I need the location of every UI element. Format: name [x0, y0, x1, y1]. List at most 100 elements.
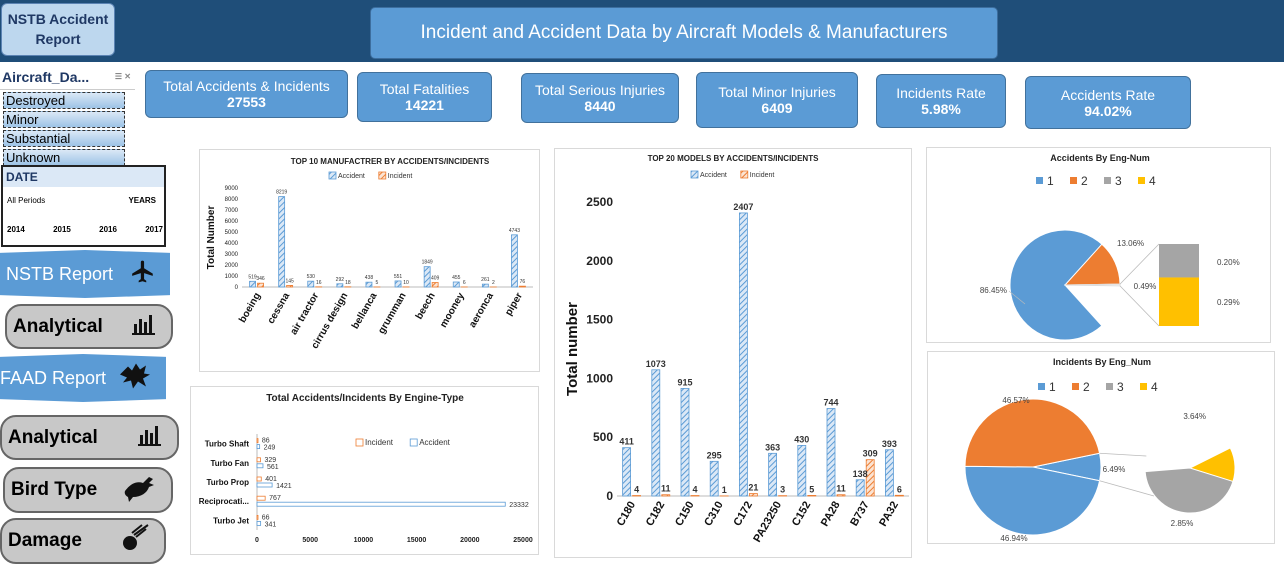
- legend-label: Accident: [419, 438, 450, 447]
- bird-type-button[interactable]: Bird Type: [3, 467, 173, 513]
- bar-accident: [256, 501, 506, 507]
- data-label: 3.64%: [1183, 412, 1206, 421]
- timeline-year[interactable]: 2017: [145, 225, 163, 234]
- legend-label: 1: [1047, 174, 1054, 188]
- legend-swatch: [1104, 177, 1111, 184]
- slicer-item-unknown[interactable]: Unknown: [3, 149, 125, 166]
- kpi-serious-injuries: Total Serious Injuries 8440: [521, 73, 679, 123]
- x-tick-label: bellanca: [350, 291, 380, 332]
- nstb-report-button[interactable]: NSTB Report: [0, 250, 170, 298]
- y-tick-label: 1000: [586, 371, 613, 385]
- x-tick-label: piper: [503, 291, 525, 318]
- aircraft-damage-slicer: Aircraft_Da... ☰ ✕ Destroyed Minor Subst…: [0, 66, 135, 166]
- data-label-accident: 249: [264, 445, 276, 452]
- bar-accident: [738, 212, 748, 497]
- bar-chart-icon: [131, 312, 157, 342]
- bar-chart-icon: [137, 423, 163, 453]
- damage-button[interactable]: Damage: [0, 518, 166, 564]
- bar-incident: [256, 476, 262, 482]
- data-label-incident: 346: [256, 276, 265, 282]
- kpi-label: Total Fatalities: [379, 81, 470, 97]
- y-tick-label: Turbo Jet: [213, 516, 249, 525]
- bar-accident: [452, 281, 460, 288]
- y-tick-label: 7000: [225, 208, 239, 214]
- x-tick-label: 20000: [460, 537, 480, 544]
- data-label-accident: 292: [336, 277, 345, 283]
- bar-incident: [836, 494, 846, 497]
- bar-incident: [256, 457, 261, 463]
- y-tick-label: 2000: [586, 254, 613, 268]
- data-label-incident: 76: [520, 279, 526, 285]
- data-label: 13.06%: [1117, 239, 1144, 248]
- chart-top-models: TOP 20 MODELS BY ACCIDENTS/INCIDENTS Acci…: [554, 148, 912, 558]
- slicer-item-minor[interactable]: Minor: [3, 111, 125, 128]
- nav-label: Damage: [8, 530, 82, 551]
- legend-swatch: [355, 438, 364, 447]
- kpi-minor-injuries: Total Minor Injuries 6409: [696, 72, 858, 128]
- data-label-incident: 1: [722, 485, 727, 495]
- timeline-year[interactable]: 2016: [99, 225, 117, 234]
- multi-select-icon[interactable]: ☰ ✕: [114, 72, 131, 81]
- faad-report-button[interactable]: FAAD Report: [0, 354, 166, 402]
- secondary-bar-4: [1159, 277, 1199, 326]
- nav-label: FAAD Report: [0, 367, 107, 388]
- y-tick-label: 0: [235, 285, 239, 291]
- nstb-accident-report-button[interactable]: NSTB Accident Report: [1, 3, 115, 56]
- slicer-item-substantial[interactable]: Substantial: [3, 130, 125, 147]
- x-tick-label: 15000: [407, 537, 427, 544]
- data-label-accident: 1073: [646, 359, 666, 369]
- data-label-accident: 455: [452, 275, 461, 281]
- data-label: 86.45%: [980, 286, 1007, 295]
- legend-swatch: [328, 171, 337, 180]
- nav-label: Analytical: [13, 315, 103, 337]
- legend-label: 3: [1117, 380, 1124, 394]
- kpi-label: Total Serious Injuries: [535, 82, 665, 98]
- timeline-year[interactable]: 2015: [53, 225, 71, 234]
- secondary-slice-3: [1144, 467, 1234, 514]
- x-tick-label: mooney: [438, 291, 467, 330]
- timeline-year[interactable]: 2014: [7, 225, 25, 234]
- data-label-accident: 744: [823, 398, 838, 408]
- bar-incident: [256, 438, 259, 443]
- data-label-incident: 4: [634, 485, 639, 495]
- kpi-accidents-rate: Accidents Rate 94.02%: [1025, 76, 1191, 129]
- analytical-button-2[interactable]: Analytical: [0, 415, 179, 460]
- x-tick-label: 5000: [302, 537, 318, 544]
- data-label-accident: 561: [267, 464, 279, 471]
- bar-accident: [423, 266, 431, 288]
- slicer-item-destroyed[interactable]: Destroyed: [3, 92, 125, 109]
- x-tick-label: PA32: [877, 500, 901, 529]
- legend-swatch: [1070, 177, 1077, 184]
- y-tick-label: Turbo Prop: [206, 478, 249, 487]
- data-label-incident: 5: [809, 484, 814, 494]
- chart-incidents-by-eng-num: Incidents By Eng_Num 1 2 3 4 46.94% 46.57% 3.64…: [927, 351, 1275, 544]
- legend-label: 2: [1083, 380, 1090, 394]
- bar-incident: [431, 282, 439, 288]
- data-label-incident: 11: [836, 484, 846, 494]
- y-tick-label: 4000: [225, 241, 239, 247]
- x-tick-label: air tractor: [288, 291, 321, 337]
- leader-line: [1008, 290, 1026, 305]
- chart-title: Incidents By Eng_Num: [1053, 357, 1151, 367]
- timeline-unit-dropdown[interactable]: YEARS: [128, 196, 156, 205]
- bar-accident: [797, 445, 807, 497]
- y-tick-label: 5000: [225, 230, 239, 236]
- x-tick-label: grumman: [376, 291, 408, 336]
- bar-accident: [256, 482, 273, 488]
- x-tick-label: C172: [731, 500, 755, 529]
- connector-line: [1119, 285, 1160, 327]
- chart-engine-type: Total Accidents/Incidents By Engine-Type…: [190, 386, 539, 555]
- date-timeline[interactable]: DATE All Periods YEARS 2014 2015 2016 20…: [1, 165, 166, 247]
- data-label-incident: 6: [897, 484, 902, 494]
- data-label-incident: 2: [492, 280, 495, 286]
- analytical-button-1[interactable]: Analytical: [5, 304, 173, 349]
- data-label-accident: 138: [853, 469, 868, 479]
- data-label: 46.94%: [1000, 534, 1027, 543]
- chart-accidents-by-eng-num: Accidents By Eng-Num 1 2 3 4 86.45% 13.06% 0.49…: [926, 147, 1271, 343]
- bar-incident: [748, 493, 758, 497]
- kpi-value: 27553: [227, 94, 266, 110]
- bar-incident: [519, 285, 526, 288]
- data-label-accident: 1849: [422, 260, 433, 266]
- bar-accident: [365, 281, 373, 288]
- y-tick-label: Reciprocati...: [199, 497, 249, 506]
